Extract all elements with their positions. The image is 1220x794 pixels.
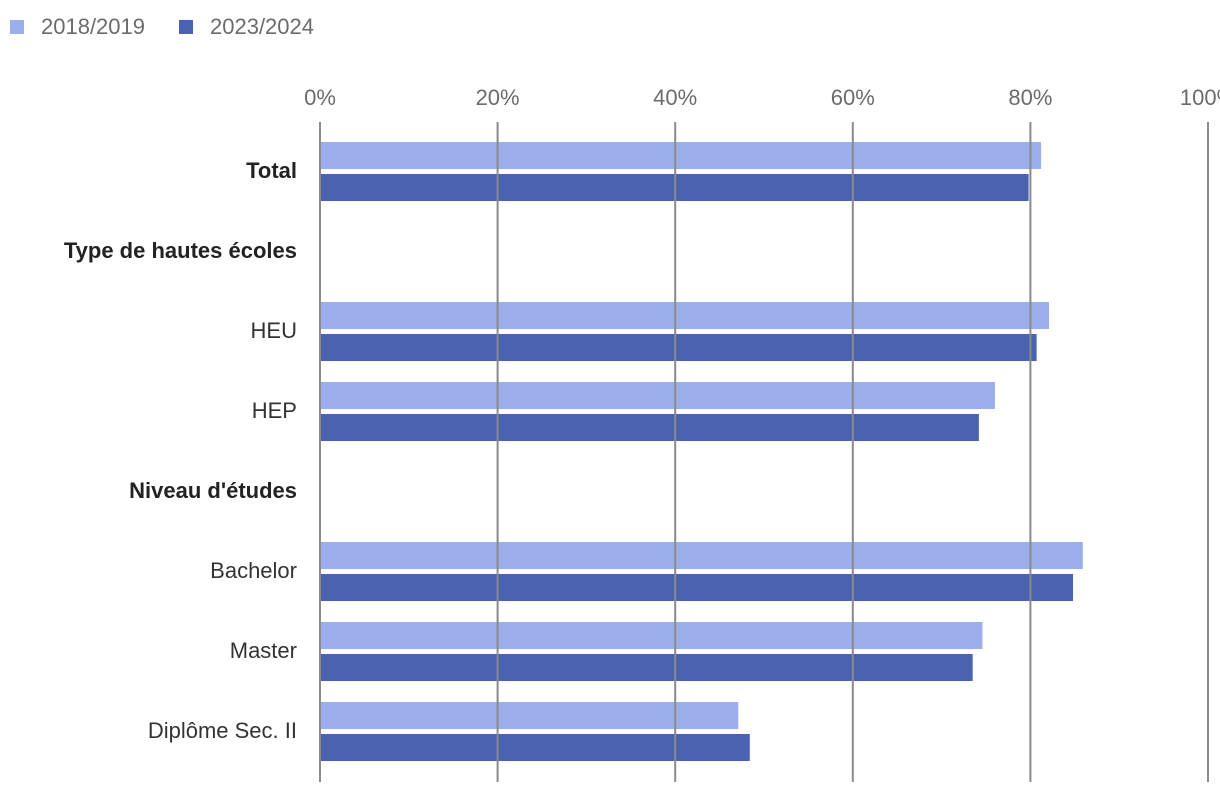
bar-master-2018-2019 (320, 622, 983, 649)
bar-dipl-me-sec-ii-2023-2024 (320, 734, 750, 761)
legend-label-2023-2024: 2023/2024 (210, 14, 314, 39)
category-label-total: Total (246, 158, 297, 183)
category-label-niveau-d-tudes: Niveau d'études (129, 478, 297, 503)
x-tick-label-20: 20% (476, 85, 520, 110)
category-label-dipl-me-sec-ii: Diplôme Sec. II (148, 718, 297, 743)
legend-item-2018-2019: 2018/2019 (10, 14, 145, 40)
x-tick-label-80: 80% (1008, 85, 1052, 110)
legend-swatch-2023-2024 (179, 20, 193, 34)
x-tick-label-0: 0% (304, 85, 336, 110)
category-label-type-de-hautes-coles: Type de hautes écoles (64, 238, 297, 263)
legend-label-2018-2019: 2018/2019 (41, 14, 145, 39)
category-label-heu: HEU (251, 318, 297, 343)
x-tick-label-60: 60% (831, 85, 875, 110)
category-label-master: Master (230, 638, 297, 663)
chart-legend: 2018/2019 2023/2024 (10, 14, 348, 40)
x-tick-label-40: 40% (653, 85, 697, 110)
legend-item-2023-2024: 2023/2024 (179, 14, 314, 40)
bar-hep-2023-2024 (320, 414, 979, 441)
x-tick-label-100: 100% (1180, 85, 1220, 110)
bar-hep-2018-2019 (320, 382, 995, 409)
bar-total-2018-2019 (320, 142, 1042, 169)
bars-group (320, 142, 1083, 761)
category-label-bachelor: Bachelor (210, 558, 297, 583)
bar-dipl-me-sec-ii-2018-2019 (320, 702, 739, 729)
bar-master-2023-2024 (320, 654, 973, 681)
bar-bachelor-2018-2019 (320, 542, 1083, 569)
category-label-hep: HEP (252, 398, 297, 423)
bar-heu-2023-2024 (320, 334, 1037, 361)
bar-heu-2018-2019 (320, 302, 1050, 329)
bar-bachelor-2023-2024 (320, 574, 1074, 601)
legend-swatch-2018-2019 (10, 20, 24, 34)
